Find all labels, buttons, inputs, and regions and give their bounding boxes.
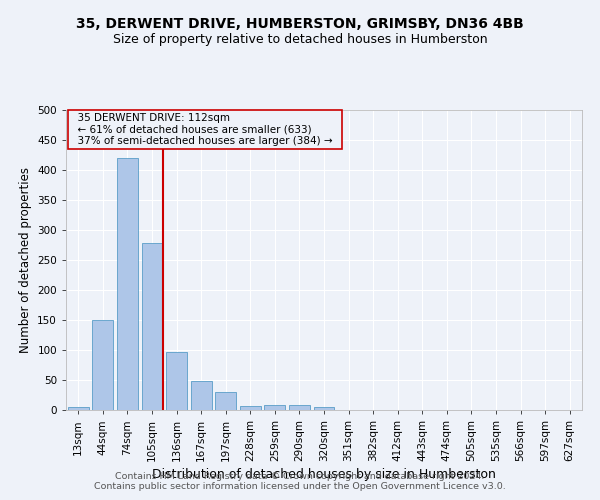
X-axis label: Distribution of detached houses by size in Humberston: Distribution of detached houses by size … [152,468,496,481]
Bar [289,405,310,410]
Text: 35 DERWENT DRIVE: 112sqm  
  ← 61% of detached houses are smaller (633)  
  37% : 35 DERWENT DRIVE: 112sqm ← 61% of detach… [71,113,339,146]
Bar [68,407,89,410]
Bar [240,406,261,410]
Bar [215,392,236,410]
Text: Contains public sector information licensed under the Open Government Licence v3: Contains public sector information licen… [94,482,506,491]
Bar [191,380,212,410]
Text: 35, DERWENT DRIVE, HUMBERSTON, GRIMSBY, DN36 4BB: 35, DERWENT DRIVE, HUMBERSTON, GRIMSBY, … [76,18,524,32]
Bar [265,404,286,410]
Bar [314,407,334,410]
Text: Size of property relative to detached houses in Humberston: Size of property relative to detached ho… [113,32,487,46]
Y-axis label: Number of detached properties: Number of detached properties [19,167,32,353]
Text: Contains HM Land Registry data © Crown copyright and database right 2024.: Contains HM Land Registry data © Crown c… [115,472,485,481]
Bar [92,320,113,410]
Bar [117,158,138,410]
Bar [142,243,163,410]
Bar [166,352,187,410]
